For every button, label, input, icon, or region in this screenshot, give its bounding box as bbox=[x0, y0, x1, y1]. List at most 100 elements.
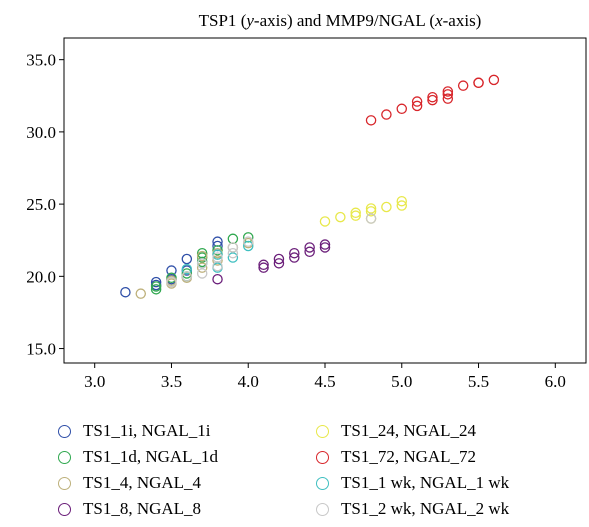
data-point bbox=[258, 259, 269, 271]
legend-label: TS1_1i, NGAL_1i bbox=[83, 421, 211, 440]
legend-marker bbox=[316, 476, 329, 490]
x-axis: 3.0 3.5 4.0 4.5 5.0 5.5 6.0 bbox=[84, 363, 566, 391]
legend-marker bbox=[316, 450, 329, 464]
data-point bbox=[304, 242, 315, 253]
data-point bbox=[365, 213, 377, 224]
legend-item: TS1_2 wk, NGAL_2 wk bbox=[316, 496, 574, 522]
data-point bbox=[365, 206, 377, 217]
data-point bbox=[227, 242, 239, 253]
legend-item: TS1_72, NGAL_72 bbox=[316, 444, 574, 470]
y-axis: 15.0 20.0 25.0 30.0 35.0 bbox=[26, 51, 64, 359]
plot-frame bbox=[63, 37, 587, 364]
y-tick-label: 25.0 bbox=[26, 195, 56, 214]
data-point bbox=[319, 216, 331, 227]
data-point bbox=[181, 253, 193, 265]
data-point bbox=[427, 91, 438, 103]
legend-marker bbox=[58, 424, 71, 438]
legend-label: TS1_2 wk, NGAL_2 wk bbox=[341, 499, 510, 518]
data-point bbox=[365, 203, 377, 214]
data-point bbox=[335, 211, 346, 223]
legend-label: TS1_1d, NGAL_1d bbox=[83, 447, 219, 466]
data-point bbox=[196, 250, 208, 262]
data-point bbox=[319, 242, 331, 253]
data-point bbox=[381, 109, 392, 120]
data-point bbox=[442, 93, 454, 104]
legend-item: TS1_24, NGAL_24 bbox=[316, 418, 574, 444]
legend-label: TS1_72, NGAL_72 bbox=[341, 447, 477, 466]
data-point bbox=[273, 253, 285, 265]
x-tick-label: 5.5 bbox=[468, 372, 489, 391]
x-tick-label: 5.0 bbox=[391, 372, 412, 391]
data-point bbox=[196, 262, 208, 273]
data-point bbox=[227, 233, 239, 245]
x-tick-label: 6.0 bbox=[545, 372, 566, 391]
legend-marker bbox=[58, 450, 71, 464]
data-point bbox=[242, 240, 254, 252]
data-point bbox=[319, 239, 331, 250]
data-point bbox=[365, 115, 377, 126]
data-point bbox=[242, 236, 254, 247]
y-tick-label: 15.0 bbox=[26, 340, 56, 359]
data-point bbox=[181, 271, 193, 282]
legend-marker bbox=[316, 424, 329, 438]
scatter-chart: TSP1 (y-axis) and MMP9/NGAL (x-axis) 3.0… bbox=[26, 11, 587, 391]
data-point bbox=[166, 272, 177, 284]
data-point bbox=[411, 96, 423, 107]
data-point bbox=[381, 201, 392, 213]
data-point bbox=[212, 255, 223, 266]
data-points bbox=[120, 74, 500, 299]
data-point bbox=[196, 258, 208, 269]
data-point bbox=[350, 207, 361, 219]
data-point bbox=[166, 276, 177, 288]
x-tick-label: 3.0 bbox=[84, 372, 105, 391]
data-point bbox=[427, 94, 438, 106]
data-point bbox=[166, 265, 177, 276]
data-point bbox=[212, 252, 223, 263]
data-point bbox=[135, 288, 147, 299]
data-point bbox=[396, 195, 408, 207]
data-point bbox=[457, 80, 469, 91]
data-point bbox=[350, 210, 361, 221]
legend-item: TS1_1 wk, NGAL_1 wk bbox=[316, 470, 574, 496]
data-point bbox=[396, 200, 408, 211]
data-point bbox=[273, 258, 285, 269]
chart-title: TSP1 (y-axis) and MMP9/NGAL (x-axis) bbox=[199, 11, 482, 30]
data-point bbox=[442, 89, 454, 100]
legend-marker bbox=[58, 476, 71, 490]
data-point bbox=[212, 249, 223, 260]
legend-label: TS1_4, NGAL_4 bbox=[83, 473, 202, 492]
legend-label: TS1_1 wk, NGAL_1 wk bbox=[341, 473, 510, 492]
legend-marker bbox=[58, 502, 71, 516]
y-tick-label: 35.0 bbox=[26, 51, 56, 70]
data-point bbox=[473, 77, 484, 89]
data-point bbox=[488, 74, 500, 86]
legend-item: TS1_8, NGAL_8 bbox=[58, 496, 316, 522]
data-point bbox=[212, 273, 223, 285]
data-point bbox=[411, 100, 423, 112]
data-point bbox=[181, 263, 193, 275]
legend-item: TS1_1d, NGAL_1d bbox=[58, 444, 316, 470]
x-tick-label: 3.5 bbox=[161, 372, 182, 391]
data-point bbox=[442, 86, 454, 97]
legend-label: TS1_24, NGAL_24 bbox=[341, 421, 477, 440]
legend-item: TS1_4, NGAL_4 bbox=[58, 470, 316, 496]
x-tick-label: 4.5 bbox=[314, 372, 335, 391]
data-point bbox=[120, 286, 131, 298]
data-point bbox=[227, 247, 239, 259]
data-point bbox=[258, 262, 269, 273]
data-point bbox=[150, 276, 162, 288]
data-point bbox=[150, 281, 162, 292]
legend-marker bbox=[316, 502, 329, 516]
data-point bbox=[181, 268, 193, 279]
y-tick-label: 20.0 bbox=[26, 267, 56, 286]
data-point bbox=[289, 247, 300, 259]
legend-label: TS1_8, NGAL_8 bbox=[83, 499, 202, 518]
data-point bbox=[150, 284, 162, 295]
data-point bbox=[212, 245, 223, 256]
legend: TS1_1i, NGAL_1i TS1_24, NGAL_24 TS1_1d, NG… bbox=[58, 418, 578, 523]
data-point bbox=[396, 103, 408, 115]
legend-item: TS1_1i, NGAL_1i bbox=[58, 418, 316, 444]
data-point bbox=[289, 252, 300, 263]
data-point bbox=[304, 246, 315, 258]
